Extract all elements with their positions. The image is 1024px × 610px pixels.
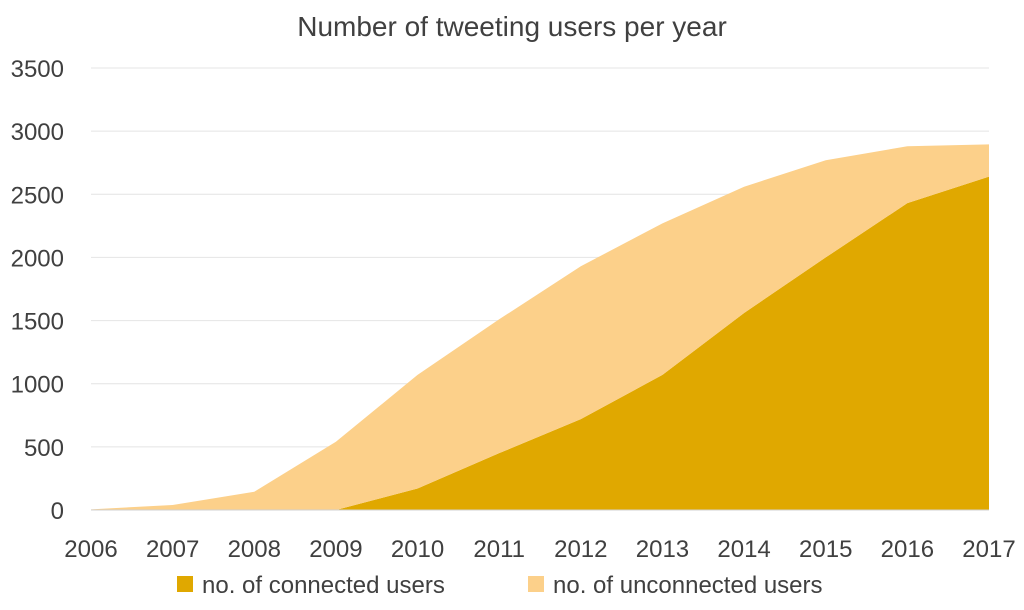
x-tick-label: 2015	[799, 536, 852, 563]
area-series-1	[91, 176, 989, 511]
x-tick-label: 2011	[473, 536, 525, 563]
x-tick-label: 2013	[636, 536, 689, 563]
x-tick-label: 2012	[554, 536, 607, 563]
x-tick-label: 2016	[881, 536, 934, 563]
legend-label: no. of unconnected users	[553, 572, 823, 599]
x-tick-label: 2006	[64, 536, 117, 563]
legend-swatch	[528, 576, 544, 592]
area-series	[91, 144, 989, 511]
y-tick-label: 2500	[11, 182, 64, 209]
y-tick-label: 500	[24, 435, 64, 462]
x-tick-label: 2007	[146, 536, 199, 563]
legend-label: no. of connected users	[202, 572, 445, 599]
axes: 0 500 1000 1500 2000 2500 3000 3500 2006 2007 2008…	[11, 56, 1016, 563]
x-tick-label: 2009	[309, 536, 362, 563]
x-tick-label: 2010	[391, 536, 444, 563]
y-tick-label: 3000	[11, 119, 64, 146]
legend: no. of connected users no. of unconnected…	[177, 572, 823, 599]
y-tick-label: 1000	[11, 372, 64, 399]
y-tick-label: 0	[51, 498, 64, 525]
y-tick-label: 2000	[11, 245, 64, 272]
legend-swatch	[177, 576, 193, 592]
y-tick-label: 1500	[11, 309, 64, 336]
chart-title: Number of tweeting users per year	[297, 11, 727, 42]
x-tick-label: 2008	[228, 536, 281, 563]
area-series-2	[91, 144, 989, 510]
x-tick-label: 2017	[962, 536, 1015, 563]
y-tick-label: 3500	[11, 56, 64, 83]
x-tick-label: 2014	[717, 536, 770, 563]
